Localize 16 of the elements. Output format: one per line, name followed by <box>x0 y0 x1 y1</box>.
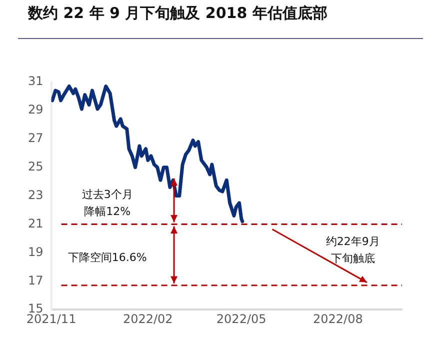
y-tick-label: 29 <box>28 102 44 117</box>
y-tick-label: 19 <box>28 244 44 259</box>
x-tick-label: 2022/08 <box>313 312 363 326</box>
y-tick-label: 31 <box>28 74 44 88</box>
y-tick-label: 17 <box>28 273 44 288</box>
annotation: 过去3个月降幅12% <box>80 186 134 220</box>
x-tick-label: 2021/11 <box>26 312 76 326</box>
y-tick-label: 25 <box>28 159 44 174</box>
x-tick-label: 2022/05 <box>216 312 266 326</box>
annotation: 约22年9月下旬触底 <box>325 234 380 268</box>
y-tick-label: 21 <box>28 216 44 230</box>
y-tick-label: 23 <box>28 188 44 202</box>
y-tick-label: 27 <box>28 131 44 146</box>
x-tick-label: 2022/02 <box>122 312 173 326</box>
annotation: 下降空间16.6% <box>66 250 148 266</box>
chart-title: 数约 22 年 9 月下旬触及 2018 年估值底部 <box>28 4 328 23</box>
